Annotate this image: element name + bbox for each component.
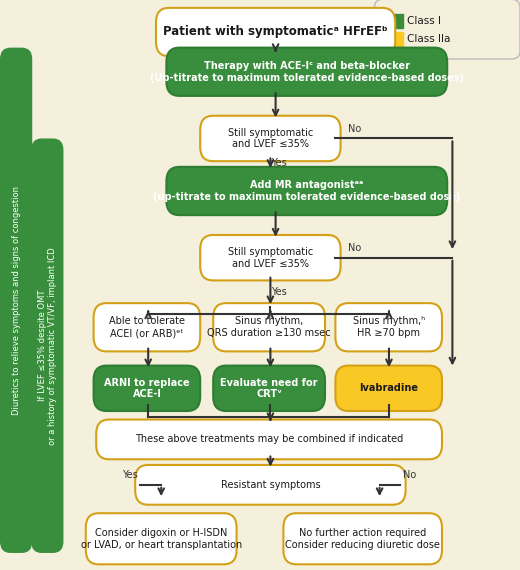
- FancyBboxPatch shape: [94, 303, 200, 351]
- Text: Sinus rhythm,
QRS duration ≥130 msec: Sinus rhythm, QRS duration ≥130 msec: [207, 316, 331, 338]
- Text: No further action required
Consider reducing diuretic dose: No further action required Consider redu…: [285, 528, 440, 549]
- FancyBboxPatch shape: [390, 14, 403, 28]
- FancyBboxPatch shape: [94, 365, 200, 411]
- FancyBboxPatch shape: [374, 0, 520, 59]
- Text: Diuretics to relieve symptoms and signs of congestion: Diuretics to relieve symptoms and signs …: [11, 186, 21, 415]
- FancyBboxPatch shape: [166, 167, 447, 215]
- Text: Yes: Yes: [271, 158, 287, 169]
- FancyBboxPatch shape: [335, 303, 442, 351]
- Text: Still symptomatic
and LVEF ≤35%: Still symptomatic and LVEF ≤35%: [228, 247, 313, 268]
- Text: Yes: Yes: [271, 287, 287, 297]
- Text: If LVEF ≤35% despite OMT
or a history of symptomatic VT/VF, implant ICD: If LVEF ≤35% despite OMT or a history of…: [37, 247, 57, 445]
- Text: Therapy with ACE-Iᶜ and beta-blocker
(Up-titrate to maximum tolerated evidence-b: Therapy with ACE-Iᶜ and beta-blocker (Up…: [150, 61, 464, 83]
- FancyBboxPatch shape: [213, 365, 325, 411]
- FancyBboxPatch shape: [335, 365, 442, 411]
- Text: Consider digoxin or H-ISDN
or LVAD, or heart transplantation: Consider digoxin or H-ISDN or LVAD, or h…: [81, 528, 242, 549]
- Text: Still symptomatic
and LVEF ≤35%: Still symptomatic and LVEF ≤35%: [228, 128, 313, 149]
- Text: No: No: [348, 124, 361, 134]
- Text: Evaluate need for
CRTᵛ: Evaluate need for CRTᵛ: [220, 377, 318, 399]
- Text: No: No: [403, 470, 416, 481]
- FancyBboxPatch shape: [200, 116, 341, 161]
- Text: Patient with symptomaticᵃ HFrEFᵇ: Patient with symptomaticᵃ HFrEFᵇ: [163, 25, 388, 38]
- FancyBboxPatch shape: [86, 513, 237, 564]
- Text: These above treatments may be combined if indicated: These above treatments may be combined i…: [135, 434, 403, 445]
- Text: No: No: [348, 243, 361, 253]
- FancyBboxPatch shape: [283, 513, 442, 564]
- FancyBboxPatch shape: [0, 48, 32, 553]
- FancyBboxPatch shape: [96, 420, 442, 459]
- FancyBboxPatch shape: [135, 465, 406, 504]
- Text: ARNI to replace
ACE-I: ARNI to replace ACE-I: [104, 377, 190, 399]
- FancyBboxPatch shape: [213, 303, 325, 351]
- Text: Ivabradine: Ivabradine: [359, 383, 418, 393]
- FancyBboxPatch shape: [31, 139, 63, 553]
- Text: Able to tolerate
ACEI (or ARB)ᵉᵗ: Able to tolerate ACEI (or ARB)ᵉᵗ: [109, 316, 185, 338]
- Text: Add MR antagonistᵃᵃ
(up-titrate to maximum tolerated evidence-based dose): Add MR antagonistᵃᵃ (up-titrate to maxim…: [153, 180, 461, 202]
- Text: Class IIa: Class IIa: [407, 34, 450, 44]
- FancyBboxPatch shape: [156, 8, 395, 56]
- Text: Yes: Yes: [122, 470, 138, 481]
- Text: Sinus rhythm,ʰ
HR ≥70 bpm: Sinus rhythm,ʰ HR ≥70 bpm: [353, 316, 425, 338]
- Text: Class I: Class I: [407, 15, 440, 26]
- FancyBboxPatch shape: [390, 32, 403, 47]
- Text: Resistant symptoms: Resistant symptoms: [220, 480, 320, 490]
- FancyBboxPatch shape: [200, 235, 341, 280]
- FancyBboxPatch shape: [166, 48, 447, 96]
